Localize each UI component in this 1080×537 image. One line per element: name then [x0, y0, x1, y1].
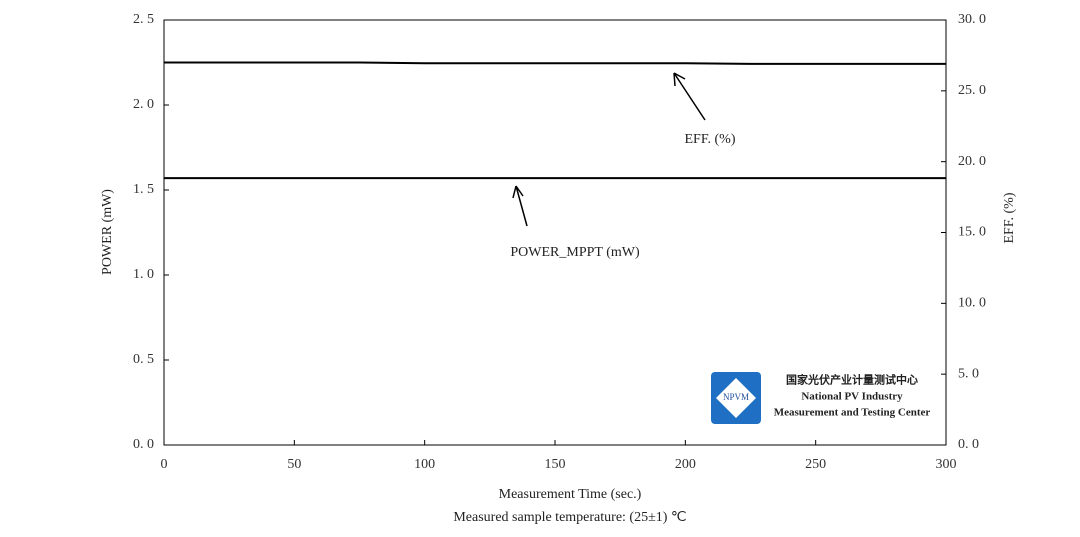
logo-text: Measurement and Testing Center — [774, 407, 931, 419]
x-tick-label: 50 — [287, 457, 301, 472]
y-tick-label: 0. 0 — [133, 437, 154, 452]
x-tick-label: 300 — [936, 457, 957, 472]
arrow — [512, 185, 528, 227]
y2-tick-label: 30. 0 — [958, 12, 986, 27]
y-tick-label: 2. 5 — [133, 12, 154, 27]
x-tick-label: 0 — [161, 457, 168, 472]
logo-diamond — [716, 378, 756, 418]
x-tick-label: 100 — [414, 457, 435, 472]
logo-text: 国家光伏产业计量测试中心 — [786, 373, 918, 387]
y-tick-label: 1. 5 — [133, 182, 154, 197]
x-tick-label: 250 — [805, 457, 826, 472]
x-axis-label: Measurement Time (sec.) — [499, 487, 642, 502]
y-axis-label: POWER (mW) — [100, 189, 115, 275]
logo: NPVM 国家光伏产业计量测试中心 National PV Industry M… — [711, 372, 930, 424]
y2-tick-label: 25. 0 — [958, 83, 986, 98]
note: Measured sample temperature: (25±1) ℃ — [453, 510, 686, 525]
x-tick-label: 200 — [675, 457, 696, 472]
x-tick-label: 150 — [545, 457, 566, 472]
logo-badge-text: NPVM — [723, 392, 749, 402]
y-tick-label: 0. 5 — [133, 352, 154, 367]
y2-tick-label: 20. 0 — [958, 154, 986, 169]
y2-axis-label: EFF. (%) — [1002, 192, 1017, 243]
y2-tick-label: 5. 0 — [958, 366, 979, 381]
y2-tick-label: 0. 0 — [958, 437, 979, 452]
annotation-arrows — [512, 72, 706, 227]
annotation: POWER_MPPT (mW) — [510, 245, 640, 260]
logo-text: National PV Industry — [801, 391, 903, 403]
y-tick-label: 2. 0 — [133, 97, 154, 112]
y2-tick-label: 15. 0 — [958, 225, 986, 240]
y-tick-label: 1. 0 — [133, 267, 154, 282]
annotation: EFF. (%) — [685, 132, 736, 147]
series-line — [164, 61, 946, 65]
arrow — [673, 72, 706, 121]
y2-tick-label: 10. 0 — [958, 296, 986, 311]
